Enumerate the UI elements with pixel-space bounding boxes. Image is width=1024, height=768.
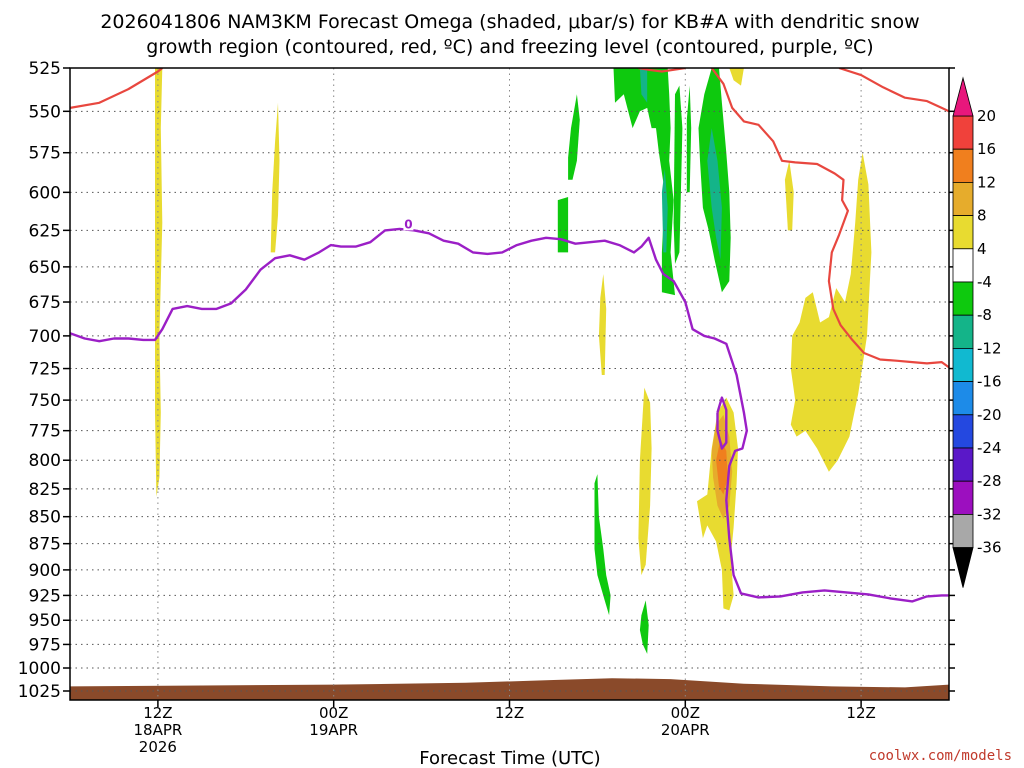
colorbar-segment-1 [952,115,974,150]
y-tick-label-850: 850 [29,508,61,528]
x-tick-label-42-1: 00Z [671,704,700,722]
colorbar-label-5: -4 [977,273,992,291]
colorbar-segment-5 [952,248,974,283]
shaded-region-21 [70,678,949,700]
colorbar-label-8: -16 [977,373,1002,391]
freezing-level-line-1 [716,396,728,450]
y-tick-label-600: 600 [29,183,61,203]
shaded-region-19 [661,168,668,253]
y-tick-label-950: 950 [29,611,61,631]
colorbar-label-0: 20 [977,107,996,125]
y-tick-label-750: 750 [29,391,61,411]
colorbar-label-9: -20 [977,406,1002,424]
x-tick-label-42-2: 20APR [661,721,710,739]
y-tick-label-825: 825 [29,480,61,500]
contour-layer: 0 [70,68,949,603]
y-tick-label-675: 675 [29,293,61,313]
x-tick-label-6-3: 2026 [139,738,177,756]
x-tick-label-6-2: 18APR [133,721,182,739]
colorbar-segment-7 [952,314,974,349]
dgz-contour-3 [838,68,949,113]
shaded-region-6 [784,160,794,231]
y-tick-label-575: 575 [29,144,61,164]
colorbar-label-6: -8 [977,306,992,324]
freezing-level-label-bg-0 [403,217,414,231]
y-tick-label-700: 700 [29,327,61,347]
x-tick-label-18-1: 00Z [319,704,348,722]
colorbar-top-triangle [952,76,974,117]
freezing-level-line-0 [70,227,949,603]
y-tick-label-550: 550 [29,102,61,122]
shaded-region-12 [613,68,675,296]
colorbar-label-11: -28 [977,472,1002,490]
shaded-region-15 [686,85,692,193]
shaded-region-7 [790,152,872,472]
colorbar-label-12: -32 [977,505,1002,523]
y-tick-label-900: 900 [29,561,61,581]
credit-text: coolwx.com/models [869,748,1012,764]
y-tick-label-1000: 1000 [18,659,61,679]
shaded-region-10 [568,94,580,180]
x-axis-label: Forecast Time (UTC) [419,748,600,768]
dgz-contour-1 [638,68,686,73]
shaded-region-3 [638,387,652,576]
colorbar-segment-8 [952,347,974,382]
shaded-region-1 [270,102,280,253]
y-tick-label-800: 800 [29,451,61,471]
colorbar-label-13: -36 [977,539,1002,557]
shaded-region-11 [557,197,569,253]
colorbar-segment-10 [952,414,974,449]
colorbar-label-4: 4 [977,240,987,258]
colorbar-label-3: 8 [977,207,987,225]
shaded-region-18 [639,68,648,103]
colorbar-segment-12 [952,480,974,515]
colorbar-label-7: -12 [977,339,1002,357]
colorbar-label-2: 12 [977,173,996,191]
dgz-contour-2 [710,68,949,369]
colorbar-segment-11 [952,447,974,482]
dgz-contour-0 [70,68,163,109]
colorbar-segment-3 [952,181,974,216]
y-tick-label-1025: 1025 [18,682,61,702]
shaded-region-16 [594,474,611,616]
shaded-region-20 [707,128,722,260]
y-tick-label-725: 725 [29,360,61,380]
x-tick-label-30-1: 12Z [495,704,524,722]
freezing-level-label-0: 0 [404,217,412,231]
colorbar-segment-6 [952,281,974,316]
colorbar-segment-2 [952,148,974,183]
x-tick-label-6-1: 12Z [143,704,172,722]
chart-title-line2: growth region (contoured, red, ºC) and f… [146,36,873,58]
colorbar-bottom-triangle [952,547,974,588]
y-tick-label-875: 875 [29,535,61,555]
colorbar-label-1: 16 [977,140,996,158]
shaded-region-0 [155,68,163,497]
shaded-region-17 [639,600,649,654]
colorbar: 20 16 12 8 4 -4 -8 -12 -16 -20 -24 -28 -32 -36 [952,76,1002,588]
colorbar-segment-4 [952,215,974,250]
grid-layer [70,68,949,700]
colorbar-label-10: -24 [977,439,1002,457]
y-tick-label-975: 975 [29,635,61,655]
y-tick-label-775: 775 [29,422,61,442]
chart-title-line1: 2026041806 NAM3KM Forecast Omega (shaded… [100,11,919,33]
shaded-region-9 [716,439,728,495]
shaded-region-4 [729,68,744,86]
y-tick-label-650: 650 [29,258,61,278]
y-tick-label-925: 925 [29,586,61,606]
colorbar-segment-13 [952,514,974,549]
x-tick-label-18-2: 19APR [309,721,358,739]
y-tick-label-525: 525 [29,59,61,79]
x-tick-label-54-1: 12Z [846,704,875,722]
y-tick-label-625: 625 [29,221,61,241]
shaded-region-2 [598,274,607,375]
shaded-region-13 [673,85,683,264]
colorbar-segment-9 [952,381,974,416]
y-axis-ticks: 525 550 575 600 625 650 675 700 725 750 775 800 825 8… [18,59,955,702]
